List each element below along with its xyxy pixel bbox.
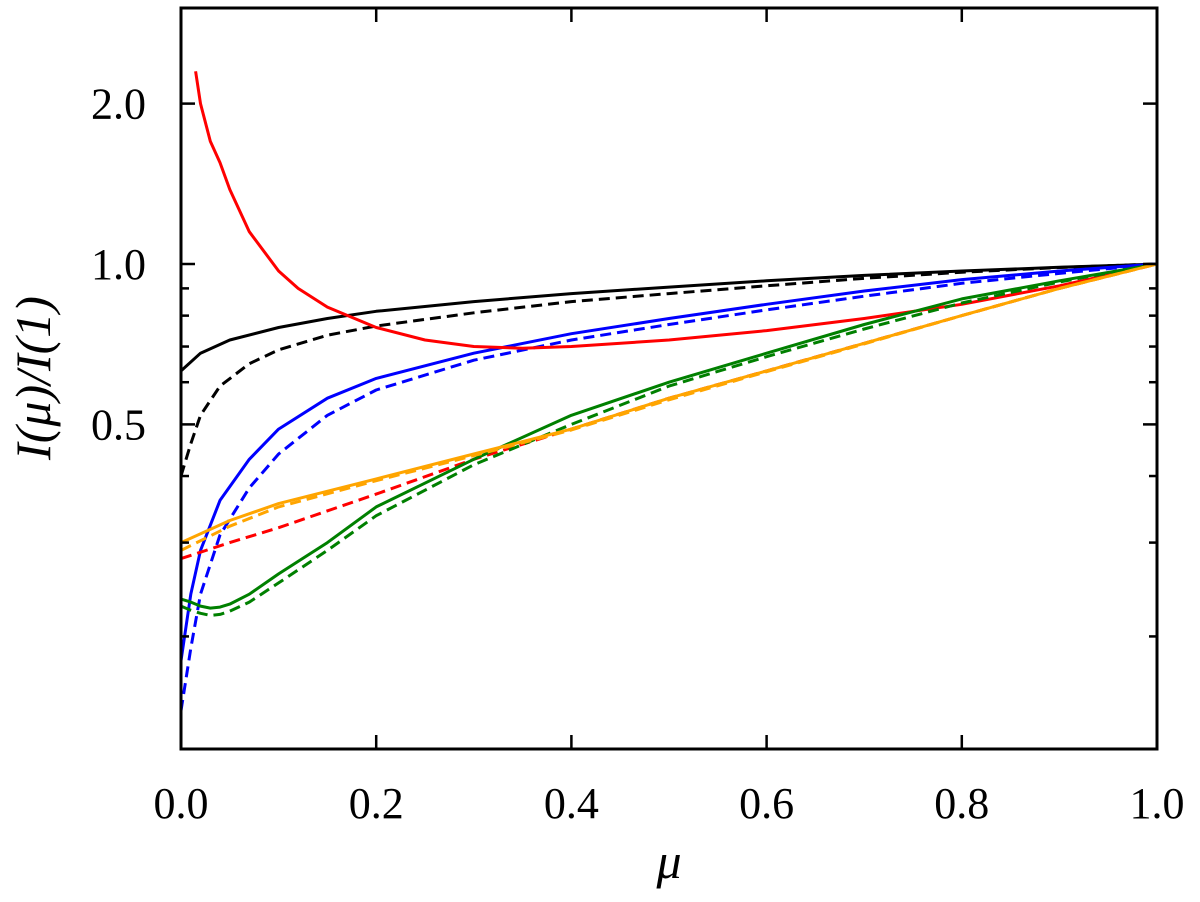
y-tick-label: 0.5: [91, 400, 146, 449]
series-line-4: [181, 262, 1157, 712]
series-line-8: [181, 262, 1157, 617]
x-tick-label: 0.6: [739, 779, 794, 828]
series-line-10: [181, 262, 1157, 552]
series-line-5: [194, 71, 1157, 350]
ticks-layer: 0.0 0.2 0.4 0.6 0.8 1.0 2.0 1.0 0.5: [91, 8, 1185, 828]
series-line-3: [181, 262, 1157, 662]
y-tick-label: 1.0: [91, 240, 146, 289]
plot-frame: [179, 6, 1159, 751]
series-layer: [181, 71, 1157, 712]
x-tick-label: 0.2: [349, 779, 404, 828]
x-axis-label: μ: [655, 833, 681, 889]
x-tick-label: 1.0: [1130, 779, 1185, 828]
series-line-7: [181, 262, 1157, 610]
x-tick-label: 0.0: [154, 779, 209, 828]
y-axis-label: I(μ)/I(1): [5, 296, 61, 461]
y-tick-label: 2.0: [91, 80, 146, 129]
x-tick-label: 0.4: [544, 779, 599, 828]
x-tick-label: 0.8: [934, 779, 989, 828]
series-line-2: [181, 262, 1157, 477]
